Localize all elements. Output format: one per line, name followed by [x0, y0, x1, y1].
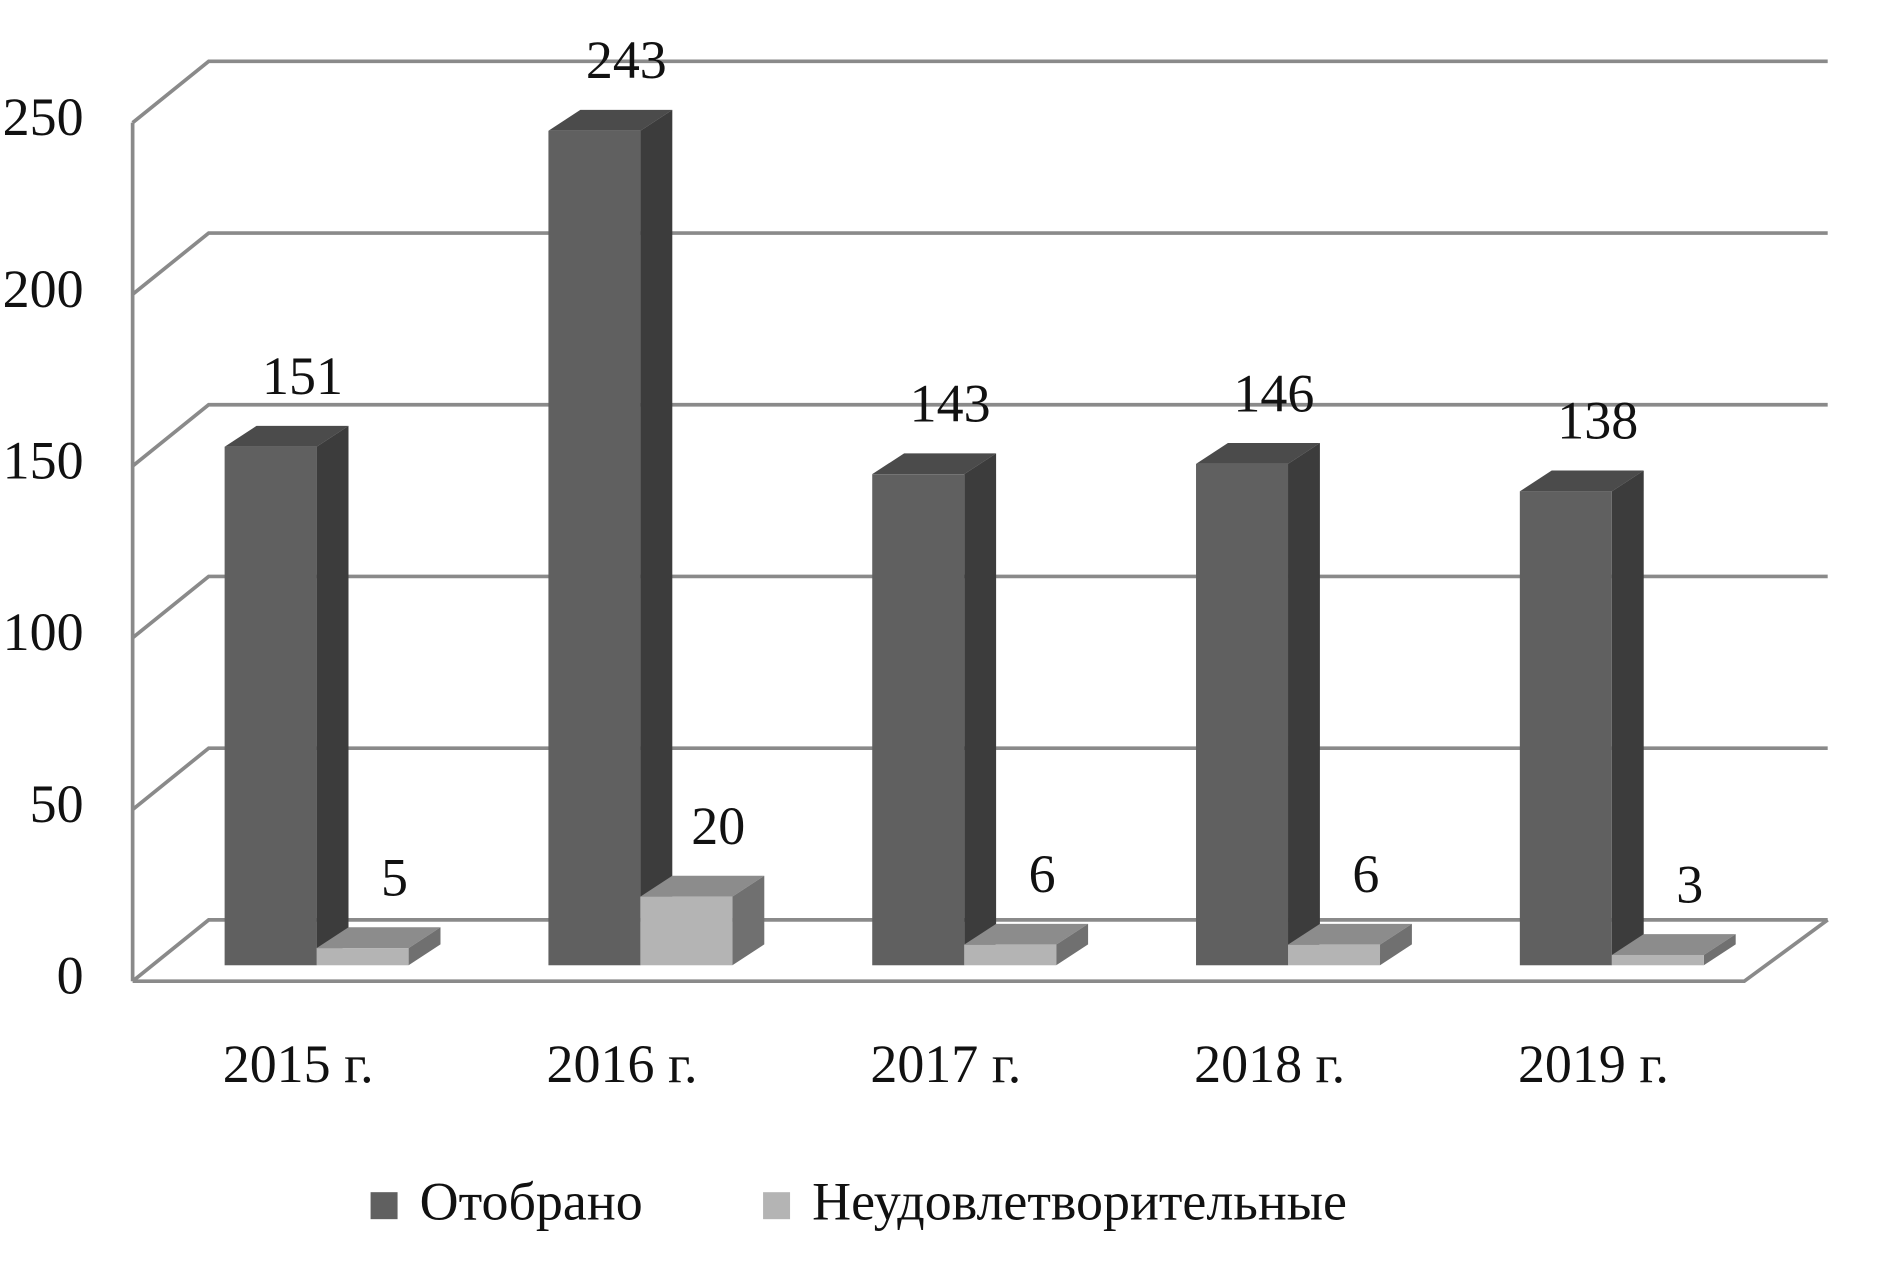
bar-top [872, 453, 997, 475]
value-label: 146 [1233, 363, 1314, 423]
bar-side [1611, 470, 1644, 966]
y-tick-label: 0 [57, 946, 84, 1006]
value-label: 151 [262, 346, 343, 406]
y-tick-label: 150 [3, 430, 84, 490]
x-tick-label: 2016 г. [547, 1034, 698, 1094]
legend-swatch [763, 1192, 791, 1220]
value-label: 6 [1029, 844, 1056, 904]
x-tick-label: 2018 г. [1194, 1034, 1345, 1094]
value-label: 20 [691, 796, 745, 856]
y-tick-label: 250 [3, 87, 84, 147]
bar-side [1703, 934, 1736, 966]
bar-top [224, 425, 349, 447]
bar [964, 944, 1057, 966]
bar-side [1288, 443, 1320, 966]
bar-side [408, 927, 441, 966]
bar [548, 130, 641, 966]
x-tick-label: 2017 г. [870, 1034, 1021, 1094]
y-tick-label: 100 [3, 602, 84, 662]
legend-label: Отобрано [420, 1171, 643, 1231]
bar-side [316, 425, 349, 966]
bar-side [1056, 923, 1089, 966]
bar [224, 446, 317, 966]
bar-top [1519, 470, 1644, 492]
value-label: 5 [381, 847, 408, 907]
bar [316, 948, 409, 966]
floor-edge [132, 918, 1829, 984]
bar [1611, 954, 1704, 966]
y-tick-label: 50 [30, 774, 84, 834]
bar [1288, 944, 1381, 966]
x-tick-label: 2015 г. [223, 1034, 374, 1094]
grid-line [131, 59, 1828, 125]
x-tick-label: 2019 г. [1518, 1034, 1669, 1094]
bar-top [548, 109, 673, 131]
bar-top [1288, 923, 1412, 945]
bar-top [640, 875, 765, 897]
bar-side [964, 453, 997, 966]
grid-line [131, 231, 1828, 296]
bar-side [640, 109, 673, 966]
value-label: 6 [1352, 844, 1379, 904]
bar-top [1196, 443, 1320, 464]
bar [1196, 463, 1289, 966]
bar [640, 896, 733, 966]
value-label: 143 [910, 374, 991, 434]
bar-top [1611, 934, 1736, 955]
legend-label: Неудовлетворительные [812, 1171, 1347, 1231]
value-label: 243 [586, 30, 667, 90]
bar [1519, 491, 1612, 966]
bar-top [316, 927, 441, 949]
legend-swatch [370, 1192, 398, 1220]
value-label: 138 [1557, 391, 1638, 451]
value-label: 3 [1676, 854, 1703, 914]
bar-top [964, 923, 1089, 945]
bar-side [732, 875, 765, 966]
bar-side [1380, 923, 1412, 966]
grid-line [131, 402, 1828, 468]
y-tick-label: 200 [3, 259, 84, 319]
bar [872, 474, 965, 966]
